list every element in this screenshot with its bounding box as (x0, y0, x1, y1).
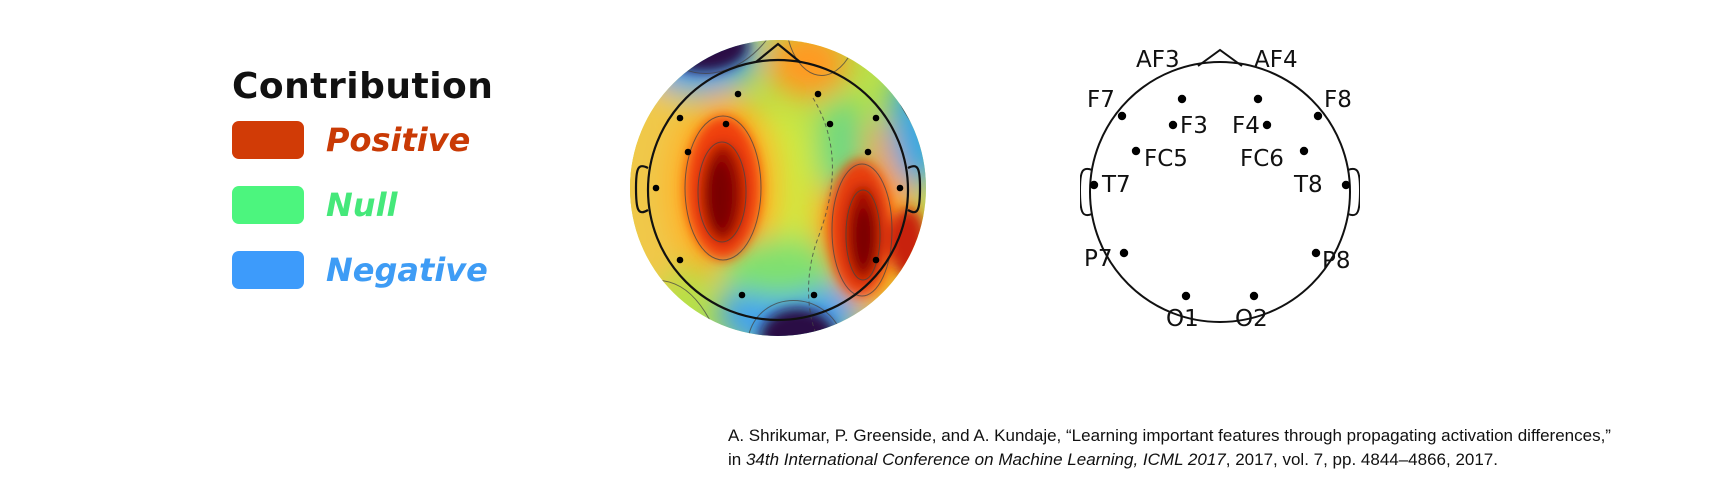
electrode-label-af3: AF3 (1136, 47, 1180, 73)
electrode-label-t7: T7 (1101, 172, 1131, 198)
legend-item-negative: Negative (232, 251, 493, 289)
electrode-label-f3: F3 (1180, 113, 1208, 139)
montage-right-ear-icon (1347, 167, 1360, 217)
legend-title: Contribution (232, 66, 494, 107)
null-label: Null (326, 186, 398, 224)
nose-icon (755, 42, 801, 63)
electrode-label-p7: P7 (1084, 246, 1113, 272)
left-ear-icon (634, 165, 649, 214)
electrode-label-f8: F8 (1324, 87, 1352, 113)
reference-citation: A. Shrikumar, P. Greenside, and A. Kunda… (728, 424, 1611, 472)
citation-suffix: , 2017, vol. 7, pp. 4844–4866, 2017. (1225, 450, 1498, 469)
topomap-head-outline (634, 42, 922, 322)
montage-nose-icon (1197, 48, 1243, 67)
citation-line-1: A. Shrikumar, P. Greenside, and A. Kunda… (728, 426, 1611, 445)
electrode-label-af4: AF4 (1254, 47, 1298, 73)
negative-swatch (232, 251, 304, 289)
electrode-label-t8: T8 (1293, 172, 1323, 198)
positive-swatch (232, 121, 304, 159)
electrode-montage: AF3 AF4 F7 F8 F3 F4 FC5 FC6 T7 T8 P7 P8 … (1080, 47, 1360, 332)
montage-left-ear-icon (1080, 167, 1093, 217)
montage-electrode-dots (1089, 94, 1351, 301)
electrode-label-o2: O2 (1235, 306, 1268, 332)
contribution-legend: Contribution Positive Null Negative (232, 66, 493, 316)
electrode-label-f4: F4 (1232, 113, 1260, 139)
montage-head-outline (1080, 48, 1360, 323)
electrode-label-fc5: FC5 (1144, 146, 1188, 172)
right-ear-icon (907, 165, 922, 214)
legend-item-null: Null (232, 186, 493, 224)
null-swatch (232, 186, 304, 224)
eeg-topomap (630, 40, 926, 336)
electrode-label-p8: P8 (1322, 248, 1351, 274)
electrode-label-f7: F7 (1087, 87, 1115, 113)
citation-prefix: in (728, 450, 746, 469)
legend-item-positive: Positive (232, 121, 493, 159)
heatmap-field (630, 40, 926, 336)
citation-line-2: in 34th International Conference on Mach… (728, 448, 1611, 472)
citation-venue: 34th International Conference on Machine… (745, 450, 1226, 469)
electrode-label-fc6: FC6 (1240, 146, 1284, 172)
electrode-label-o1: O1 (1166, 306, 1199, 332)
positive-label: Positive (326, 121, 471, 159)
negative-label: Negative (326, 251, 488, 289)
topomap-electrodes (652, 90, 904, 299)
